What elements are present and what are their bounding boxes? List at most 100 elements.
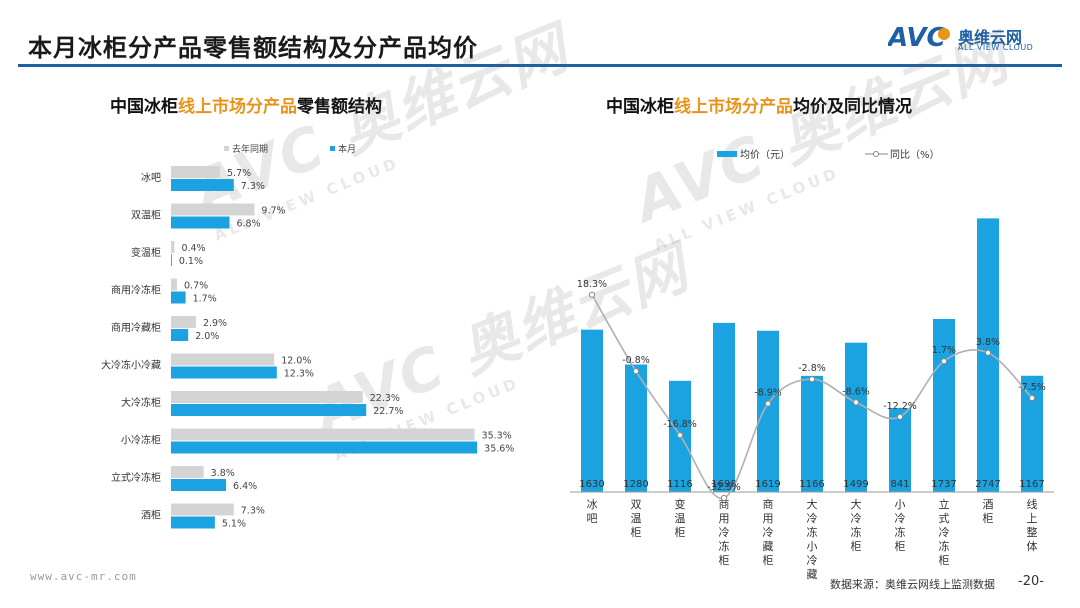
price-bar [581, 329, 603, 492]
category-char: 大 [807, 497, 818, 511]
category-char: 柜 [631, 526, 642, 539]
price-bar [889, 408, 911, 492]
yoy-label: -2.8% [798, 363, 826, 374]
category-char: 用 [763, 512, 774, 525]
bar-label-previous: 5.7% [227, 168, 251, 179]
bar-previous [171, 466, 204, 478]
category-char: 双 [631, 498, 642, 511]
legend-swatch-previous [224, 146, 229, 151]
category-char: 用 [719, 512, 730, 525]
yoy-point [588, 291, 596, 298]
category-label: 冰吧 [141, 171, 161, 184]
category-char: 商 [719, 497, 730, 511]
category-char: 冻 [719, 539, 730, 553]
bar-label-previous: 12.0% [281, 356, 311, 367]
bar-current [171, 516, 215, 529]
category-label-group: 商用冷藏柜 [763, 497, 774, 567]
price-label: 1499 [843, 479, 868, 490]
footer-url: www.avc-mr.com [30, 570, 137, 583]
bar-label-previous: 0.7% [184, 281, 208, 292]
price-label: 1116 [667, 479, 692, 490]
bar-label-previous: 2.9% [203, 318, 227, 329]
category-label: 大冷冻柜 [121, 396, 161, 409]
yoy-line [591, 294, 1033, 499]
brand-logo: AVC 奥维云网 ALL VIEW CLOUD [886, 22, 1058, 56]
category-label: 商用冷冻柜 [111, 284, 161, 297]
category-char: 藏 [763, 540, 774, 553]
bar-current [171, 179, 234, 191]
category-label-group: 小冷冻柜 [895, 498, 906, 553]
yoy-label: -12.2% [883, 401, 917, 412]
yoy-point [1028, 394, 1036, 402]
category-label-group: 变温柜 [675, 497, 686, 539]
yoy-point [852, 399, 860, 406]
legend-label-current: 本月 [338, 143, 356, 155]
bar-current [171, 366, 277, 379]
category-label-group: 酒柜 [983, 498, 994, 525]
category-char: 冷 [939, 526, 950, 539]
legend-label-yoy: 同比（%） [890, 149, 940, 161]
category-label: 酒柜 [141, 509, 161, 522]
yoy-label: 18.3% [577, 279, 607, 290]
category-label-group: 立式冷冻柜 [939, 497, 950, 567]
yoy-point [940, 358, 948, 365]
price-bar [1021, 375, 1043, 492]
category-char: 上 [1027, 512, 1038, 525]
bar-label-current: 22.7% [373, 406, 403, 417]
yoy-label: -16.8% [663, 419, 697, 430]
price-label: 1737 [931, 479, 956, 490]
logo-mark-text: AVC [888, 23, 946, 52]
category-label-group: 大冷冻小冷藏 [807, 497, 818, 581]
bar-previous [171, 203, 255, 216]
avc-logo-icon: AVC [886, 23, 950, 53]
bar-previous [171, 391, 363, 403]
category-char: 冻 [851, 525, 862, 539]
yoy-point [632, 368, 640, 375]
bar-previous [171, 503, 234, 516]
bar-label-current: 12.3% [284, 369, 314, 380]
bar-current [171, 291, 186, 304]
category-label-group: 冰吧 [587, 498, 598, 525]
legend-marker-yoy [873, 151, 879, 157]
bar-current [171, 479, 227, 491]
bar-label-previous: 0.4% [181, 243, 205, 254]
category-char: 柜 [719, 554, 730, 567]
bar-label-current: 7.3% [241, 181, 265, 192]
bar-previous [171, 428, 475, 441]
category-label: 小冷冻柜 [121, 434, 161, 447]
bar-label-current: 1.7% [193, 294, 217, 305]
price-label: 1167 [1019, 479, 1044, 490]
bar-current [171, 441, 478, 454]
price-bar [757, 330, 779, 492]
bar-label-previous: 35.3% [482, 431, 512, 442]
category-char: 柜 [895, 540, 906, 553]
right-chart-title: 中国冰柜线上市场分产品均价及同比情况 [606, 97, 912, 117]
category-char: 温 [631, 512, 642, 525]
legend-label-price: 均价（元） [740, 149, 790, 161]
left-chart-title: 中国冰柜线上市场分产品零售额结构 [110, 97, 382, 117]
category-char: 酒 [983, 498, 994, 511]
category-char: 冰 [587, 498, 598, 511]
bar-current [171, 329, 189, 341]
header-divider [18, 64, 1062, 67]
legend-label-previous: 去年同期 [232, 143, 268, 155]
bar-label-current: 35.6% [484, 444, 514, 455]
yoy-label: -8.9% [754, 388, 782, 399]
price-label: 1619 [755, 479, 780, 490]
category-char: 冻 [939, 539, 950, 553]
header-bar: 本月冰柜分产品零售额结构及分产品均价 AVC 奥维云网 ALL VIEW CLO… [0, 0, 1080, 70]
category-char: 吧 [587, 512, 598, 525]
bar-previous [171, 241, 175, 253]
bar-label-current: 6.4% [233, 481, 257, 492]
category-char: 小 [895, 498, 906, 511]
bar-current [171, 216, 230, 229]
data-source-note: 数据来源：奥维云网线上监测数据 [830, 578, 995, 591]
page-title: 本月冰柜分产品零售额结构及分产品均价 [28, 34, 478, 62]
category-label: 双温柜 [131, 209, 161, 222]
category-char: 温 [675, 512, 686, 525]
category-char: 冻 [895, 525, 906, 539]
category-label: 大冷冻小冷藏 [101, 359, 161, 372]
logo-tagline: ALL VIEW CLOUD [958, 43, 1034, 52]
